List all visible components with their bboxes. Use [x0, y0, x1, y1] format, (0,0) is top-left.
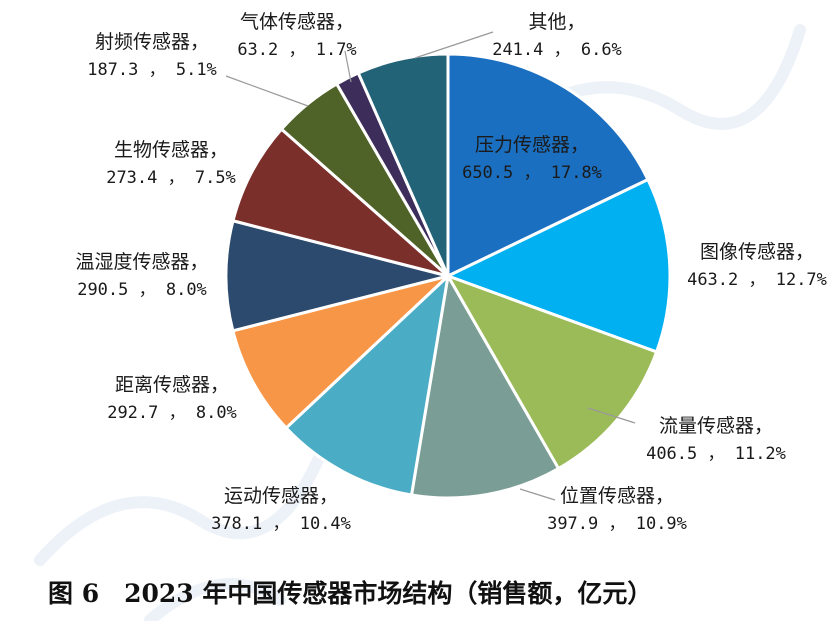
- slice-label-9: 射频传感器，: [95, 31, 209, 53]
- pie-slice-1: [446, 52, 650, 278]
- slice-labels: 压力传感器， 650.5 ， 17.8% 图像传感器， 463.2 ， 12.7% 流量…: [75, 11, 826, 534]
- leader-line-11: [414, 31, 494, 59]
- leader-line-9: [225, 75, 309, 107]
- slice-label-10: 气体传感器，: [240, 11, 354, 33]
- slice-label-1: 压力传感器，: [475, 134, 589, 156]
- slice-label-8: 生物传感器，: [114, 139, 228, 161]
- slice-value-6: 292.7 ， 8.0%: [107, 403, 237, 423]
- leader-line-4: [519, 488, 556, 501]
- slice-value-1: 650.5 ， 17.8%: [462, 163, 602, 183]
- slice-label-11: 其他，: [528, 11, 585, 33]
- pie-slice-11: [356, 52, 450, 278]
- leader-line-10: [344, 50, 352, 83]
- slice-label-2: 图像传感器，: [700, 241, 814, 263]
- pie-slice-4: [410, 274, 560, 500]
- pie-slice-3: [446, 274, 659, 471]
- slice-value-4: 397.9 ， 10.9%: [547, 514, 687, 534]
- slice-label-5: 运动传感器，: [224, 485, 338, 507]
- slice-value-7: 290.5 ， 8.0%: [77, 280, 207, 300]
- slice-value-2: 463.2 ， 12.7%: [687, 270, 827, 290]
- chart-caption: 图 6 2023 年中国传感器市场结构（销售额，亿元）: [48, 579, 652, 608]
- slice-value-8: 273.4 ， 7.5%: [106, 168, 236, 188]
- pie-slice-7: [224, 219, 450, 333]
- slice-label-4: 位置传感器，: [560, 485, 674, 507]
- pie-slice-2: [446, 178, 672, 354]
- slice-label-6: 距离传感器，: [115, 374, 229, 396]
- slice-value-5: 378.1 ， 10.4%: [211, 514, 351, 534]
- slice-value-3: 406.5 ， 11.2%: [646, 444, 786, 464]
- leader-line-3: [587, 407, 636, 424]
- slice-value-9: 187.3 ， 5.1%: [87, 60, 217, 80]
- slice-label-7: 温湿度传感器，: [75, 251, 208, 273]
- slice-value-10: 63.2 ， 1.7%: [237, 40, 356, 60]
- slice-label-3: 流量传感器，: [659, 415, 773, 437]
- pie-slice-6: [231, 274, 450, 430]
- pie-slice-8: [231, 127, 450, 278]
- pie-slices: [224, 52, 672, 500]
- pie-slice-5: [284, 274, 450, 497]
- leader-lines: [225, 31, 636, 501]
- slice-value-11: 241.4 ， 6.6%: [492, 40, 622, 60]
